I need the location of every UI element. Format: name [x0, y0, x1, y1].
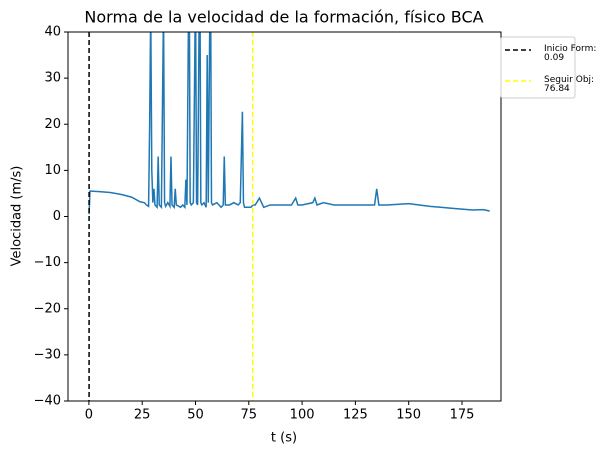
x-tick-label: 75: [241, 408, 258, 423]
y-tick-label: −20: [34, 301, 61, 316]
y-tick-label: 40: [44, 25, 61, 40]
x-tick-label: 125: [343, 408, 368, 423]
x-axis-label: t (s): [271, 431, 297, 446]
y-tick-label: 10: [44, 163, 61, 178]
x-tick-label: 25: [134, 408, 151, 423]
legend-label: Inicio Form: 0.09: [544, 44, 596, 63]
x-tick-label: 50: [187, 408, 204, 423]
y-tick-label: −30: [34, 347, 61, 362]
y-axis-label: Velocidad (m/s): [10, 166, 25, 267]
plot-area: [88, 32, 490, 401]
y-tick-label: −10: [34, 255, 61, 270]
y-tick-label: 30: [44, 71, 61, 86]
x-tick-label: 175: [450, 408, 475, 423]
y-tick-label: 20: [44, 117, 61, 132]
x-tick-label: 0: [85, 408, 93, 423]
y-tick-label: 0: [53, 209, 61, 224]
legend-label: Seguir Obj: 76.84: [544, 75, 594, 94]
chart-title: Norma de la velocidad de la formación, f…: [84, 8, 483, 27]
data-line: [88, 32, 490, 215]
axes-frame: [67, 31, 502, 402]
legend-box: [500, 36, 576, 99]
y-tick-label: −40: [34, 394, 61, 409]
x-tick-label: 100: [290, 408, 315, 423]
x-tick-label: 150: [396, 408, 421, 423]
